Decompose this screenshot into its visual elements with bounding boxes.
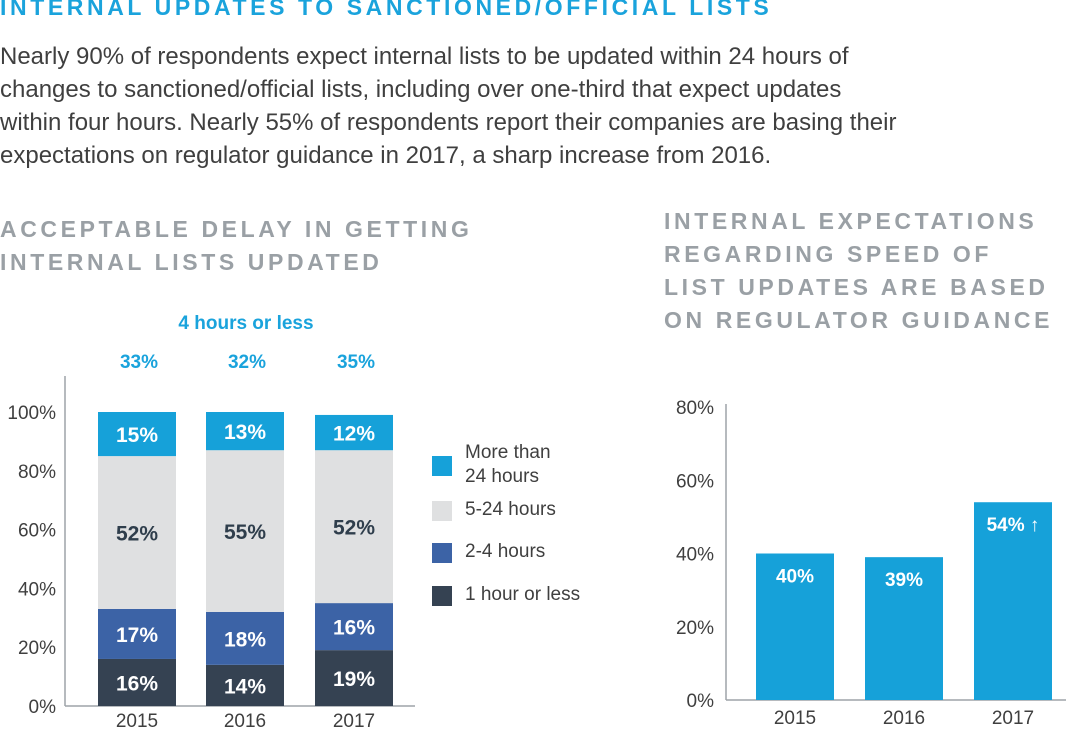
chart1-data-label: 12% [333, 423, 375, 446]
chart2-bar [865, 557, 943, 700]
chart1-data-label: 52% [333, 517, 375, 540]
chart2-title-line: INTERNAL EXPECTATIONS [664, 208, 1038, 234]
chart1-data-label: 16% [116, 672, 158, 695]
legend-swatch [432, 543, 452, 563]
group-annotation-value: 35% [337, 352, 375, 373]
chart1-data-label: 16% [333, 617, 375, 640]
chart1-bar-segment [98, 456, 176, 609]
chart2-y-tick-label: 40% [676, 545, 714, 566]
chart1-y-tick-label: 20% [18, 638, 56, 659]
chart1-bar-segment [98, 608, 176, 659]
chart2-y-tick-label: 0% [687, 691, 715, 712]
chart1-data-label: 18% [224, 628, 266, 651]
chart2-data-label: 40% [776, 567, 814, 588]
legend-label: 1 hour or less [465, 584, 581, 605]
group-annotation-value: 33% [120, 352, 158, 373]
chart1-data-label: 15% [116, 424, 158, 447]
legend-swatch [432, 456, 452, 476]
chart1-bar-segment [206, 611, 284, 665]
chart1-y-tick-label: 0% [29, 697, 57, 718]
chart1-y-tick-label: 100% [7, 403, 56, 424]
legend-label: More than 24 hours [465, 442, 551, 487]
chart2-y-tick-label: 80% [676, 398, 714, 419]
chart2-x-tick-label: 2017 [992, 708, 1034, 729]
chart2-title: INTERNAL EXPECTATIONS REGARDING SPEED OF… [664, 205, 1053, 337]
chart1-title: ACCEPTABLE DELAY IN GETTING INTERNAL LIS… [0, 213, 472, 279]
chart1-data-label: 14% [224, 675, 266, 698]
intro-line: expectations on regulator guidance in 20… [0, 142, 772, 169]
chart1-bar-segment [98, 658, 176, 706]
chart1-y-tick-label: 80% [18, 462, 56, 483]
chart2-title-line: ON REGULATOR GUIDANCE [664, 307, 1054, 333]
chart1-x-tick-label: 2017 [333, 711, 375, 731]
page-heading: INTERNAL UPDATES TO SANCTIONED/OFFICIAL … [0, 0, 773, 20]
group-annotation-label: 4 hours or less [178, 313, 314, 334]
chart1-y-tick-label: 40% [18, 579, 56, 600]
chart1-title-line: ACCEPTABLE DELAY IN GETTING [0, 216, 473, 242]
chart1-bar-segment [206, 412, 284, 451]
chart2-y-tick-label: 60% [676, 471, 714, 492]
chart1-bar-segment [315, 450, 393, 604]
chart2-bar [756, 553, 834, 700]
chart1-data-label: 55% [224, 521, 266, 544]
group-annotation-value: 32% [228, 352, 266, 373]
chart2-x-tick-label: 2015 [774, 708, 816, 729]
chart1-bar-segment [315, 603, 393, 651]
intro-line: Nearly 90% of respondents expect interna… [0, 43, 849, 70]
chart1-data-label: 17% [116, 624, 158, 647]
chart1-x-tick-label: 2015 [116, 711, 158, 731]
chart1-bar-segment [206, 450, 284, 612]
chart1-bar-segment [206, 664, 284, 706]
intro-paragraph: Nearly 90% of respondents expect interna… [0, 40, 1060, 172]
legend-label: 5-24 hours [465, 499, 556, 520]
chart1-bar-segment [315, 650, 393, 706]
chart2-y-tick-label: 20% [676, 618, 714, 639]
chart1-data-label: 19% [333, 668, 375, 691]
chart1-data-label: 13% [224, 421, 266, 444]
chart2-x-tick-label: 2016 [883, 708, 925, 729]
chart2-title-line: LIST UPDATES ARE BASED [664, 274, 1049, 300]
legend-swatch [432, 501, 452, 521]
chart2-bar [974, 502, 1052, 700]
chart1-x-tick-label: 2016 [224, 711, 266, 731]
legend-label: 2-4 hours [465, 541, 546, 562]
intro-line: within four hours. Nearly 55% of respond… [0, 109, 897, 136]
chart2-data-label: 39% [885, 570, 923, 591]
chart1-title-line: INTERNAL LISTS UPDATED [0, 249, 383, 275]
intro-line: changes to sanctioned/official lists, in… [0, 76, 842, 103]
chart1-data-label: 52% [116, 523, 158, 546]
legend-swatch [432, 586, 452, 606]
chart1-bar-segment [315, 414, 393, 451]
chart2-data-label: 54% ↑ [987, 515, 1040, 536]
chart1-bar-segment [98, 412, 176, 457]
chart1-y-tick-label: 60% [18, 521, 56, 542]
chart2-title-line: REGARDING SPEED OF [664, 241, 993, 267]
